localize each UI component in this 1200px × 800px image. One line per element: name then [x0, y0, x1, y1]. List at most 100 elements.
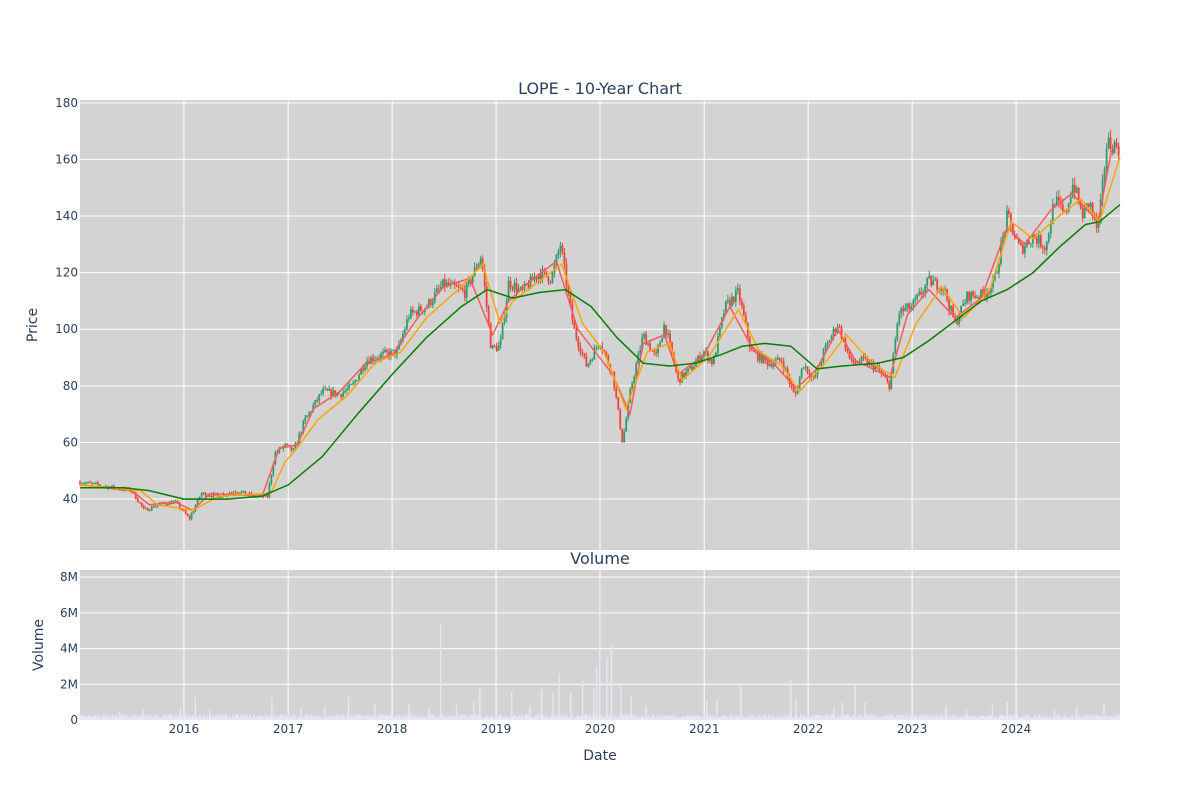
volume-bar — [154, 714, 156, 720]
volume-bar — [880, 716, 882, 720]
candle-body — [623, 431, 626, 443]
volume-bar — [973, 717, 975, 720]
candle-body — [573, 320, 576, 329]
volume-bar — [339, 717, 341, 720]
volume-bar — [249, 714, 251, 720]
volume-bar — [393, 717, 395, 720]
volume-bar — [407, 715, 409, 720]
candle-body — [1012, 223, 1014, 235]
candle-body — [1103, 168, 1106, 180]
candle-body — [645, 333, 648, 345]
candle-body — [581, 352, 584, 354]
volume-bar — [712, 714, 714, 720]
volume-bar — [949, 715, 951, 720]
volume-spike-bar — [529, 705, 531, 720]
candle-body — [750, 348, 753, 351]
volume-bar — [728, 716, 730, 720]
volume-bar — [113, 716, 115, 720]
volume-bar — [791, 714, 793, 720]
volume-bar — [1060, 716, 1062, 720]
candle-body — [1029, 243, 1032, 245]
volume-bar — [120, 714, 122, 720]
volume-bar — [613, 717, 615, 720]
volume-bar — [88, 715, 90, 720]
volume-bar — [216, 715, 218, 720]
volume-bar — [867, 714, 869, 720]
candle-body — [986, 292, 988, 297]
volume-bar — [794, 715, 796, 720]
candle-body — [370, 357, 372, 364]
volume-bar — [913, 716, 915, 720]
volume-bar — [961, 716, 963, 720]
volume-bar — [498, 715, 500, 720]
candle-body — [970, 291, 972, 301]
volume-bar — [336, 715, 338, 720]
volume-bar — [532, 716, 534, 720]
volume-bar — [525, 714, 527, 720]
candle-body — [834, 329, 837, 332]
candle-body — [483, 268, 486, 287]
volume-bar — [639, 716, 641, 720]
volume-bar — [1073, 717, 1075, 720]
volume-bar — [256, 715, 258, 720]
volume-bar — [931, 714, 933, 720]
volume-bars — [79, 577, 1121, 720]
volume-bar — [1056, 714, 1058, 720]
candle-body — [693, 366, 695, 370]
volume-bar — [995, 716, 997, 720]
volume-bar — [1053, 715, 1055, 720]
volume-bar — [768, 714, 770, 720]
volume-bar — [860, 715, 862, 720]
volume-bar — [310, 714, 312, 720]
candle-body — [760, 353, 763, 363]
candle-body — [657, 345, 659, 354]
candle-body — [922, 292, 925, 295]
candle-body — [503, 317, 506, 323]
volume-bar — [715, 716, 717, 720]
volume-bar — [340, 714, 342, 720]
volume-bar — [273, 715, 275, 720]
volume-bar — [316, 715, 318, 720]
candle-body — [994, 273, 996, 280]
volume-y-ticks: 0 2M 4M 6M 8M — [60, 570, 78, 727]
volume-bar — [114, 716, 116, 720]
volume-bar — [482, 717, 484, 720]
volume-bar — [687, 714, 689, 720]
volume-bar — [1018, 716, 1020, 720]
volume-bar — [338, 716, 340, 720]
volume-bar — [881, 715, 883, 720]
candle-body — [661, 337, 663, 343]
volume-bar — [954, 716, 956, 720]
candle-body — [555, 255, 558, 265]
volume-bar — [334, 716, 336, 720]
candle-body — [902, 307, 905, 311]
candle-body — [1111, 148, 1114, 154]
candle-body — [589, 360, 592, 364]
candle-body — [322, 388, 325, 394]
volume-bar — [362, 717, 364, 720]
volume-spike-bar — [795, 698, 797, 720]
volume-bar — [784, 714, 786, 720]
volume-bar — [682, 715, 684, 720]
volume-bar — [787, 717, 789, 720]
volume-bar — [900, 714, 902, 720]
volume-bar — [311, 714, 313, 720]
volume-bar — [520, 716, 522, 720]
candle-body — [1019, 243, 1022, 245]
volume-bar — [889, 714, 891, 720]
volume-bar — [925, 717, 927, 720]
volume-bar — [828, 715, 830, 720]
volume-bar — [187, 714, 189, 720]
volume-bar — [939, 714, 941, 720]
volume-bar — [953, 714, 955, 720]
volume-bar — [245, 714, 247, 720]
candle-body — [208, 495, 211, 497]
candle-body — [110, 485, 113, 488]
candle-body — [533, 277, 536, 281]
volume-bar — [213, 715, 215, 720]
volume-spike-bar — [473, 702, 475, 720]
candle-body — [200, 493, 203, 497]
candle-body — [736, 288, 739, 291]
volume-bar — [884, 715, 886, 720]
volume-bar — [868, 715, 870, 720]
